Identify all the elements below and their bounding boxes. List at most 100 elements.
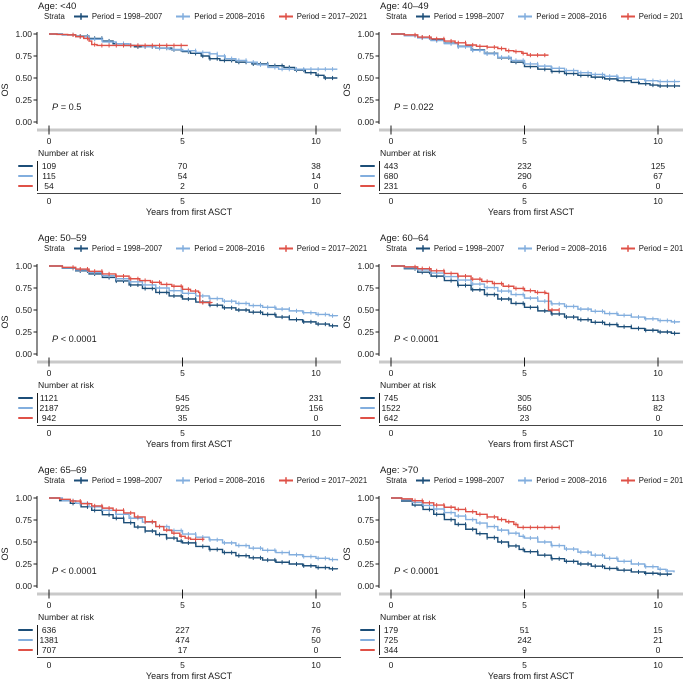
- legend-key-icon: [620, 245, 635, 252]
- risk-x-tick-label: 10: [311, 196, 321, 206]
- risk-row-key-icon: [18, 406, 33, 410]
- legend: Strata Period = 1998–2007 Period = 2008–…: [386, 476, 683, 485]
- risk-x-tick-label: 10: [653, 196, 663, 206]
- y-tick-label: 0.25: [15, 95, 32, 105]
- risk-row-key-icon: [360, 184, 375, 188]
- y-tick-label: 1.00: [15, 261, 32, 271]
- x-tick-label: 5: [522, 600, 527, 610]
- x-tick-label: 10: [311, 368, 321, 378]
- risk-axis-line: [379, 625, 380, 655]
- legend-item-label: Period = 1998–2007: [91, 244, 163, 253]
- panel-title: Age: 60–64: [380, 233, 429, 244]
- risk-table: 745 305 113 1522 560 82 642 23 0: [342, 393, 683, 423]
- legend-item: Period = 2017–2021: [278, 476, 367, 485]
- x-tick-label: 0: [389, 368, 394, 378]
- legend-item: Period = 2008–2016: [175, 12, 265, 21]
- legend-item: Period = 2017–2021: [620, 476, 683, 485]
- legend-key-icon: [176, 477, 191, 484]
- risk-table-title: Number at risk: [380, 612, 436, 622]
- risk-table: 636 227 76 1381 474 50 707 17 0: [0, 625, 341, 655]
- risk-count: 156: [308, 403, 324, 413]
- x-tick-label: 5: [180, 368, 185, 378]
- legend: Strata Period = 1998–2007 Period = 2008–…: [386, 244, 683, 253]
- legend-item: Period = 2008–2016: [175, 476, 265, 485]
- km-curve: [391, 265, 681, 335]
- legend: Strata Period = 1998–2007 Period = 2008–…: [44, 244, 380, 253]
- y-tick-label: 0.75: [357, 515, 374, 525]
- y-tick-label: 0.00: [357, 117, 374, 127]
- legend-item: Period = 2008–2016: [517, 476, 607, 485]
- legend-item-label: Period = 1998–2007: [91, 12, 163, 21]
- risk-row-key-icon: [360, 416, 375, 420]
- p-value: P < 0.0001: [52, 334, 97, 344]
- km-panel: Age: >70 Strata Period = 1998–2007 Perio…: [342, 464, 683, 694]
- risk-x-tick-label: 10: [653, 660, 663, 670]
- risk-x-ticks: 0 5 10: [342, 660, 683, 670]
- x-tick-label: 5: [522, 368, 527, 378]
- risk-count: 179: [383, 625, 399, 635]
- risk-count: 54: [44, 181, 54, 191]
- y-axis-title: OS: [0, 315, 10, 328]
- legend-key-icon: [415, 477, 430, 484]
- risk-baseline: [379, 193, 683, 194]
- legend-item: Period = 2017–2021: [620, 12, 683, 21]
- panel-title: Age: 50–59: [38, 233, 87, 244]
- legend-item-label: Period = 2008–2016: [536, 244, 607, 253]
- risk-count: 67: [653, 171, 663, 181]
- legend-item-label: Period = 2008–2016: [536, 12, 607, 21]
- x-tick-label: 10: [311, 600, 321, 610]
- legend-item: Period = 2008–2016: [517, 12, 607, 21]
- p-value: P < 0.0001: [394, 566, 439, 576]
- legend-item: Period = 1998–2007: [73, 12, 162, 21]
- x-tick-label: 5: [180, 600, 185, 610]
- risk-count: 942: [41, 413, 57, 423]
- risk-x-ticks: 0 5 10: [0, 428, 341, 438]
- km-curve: [391, 33, 549, 56]
- risk-row-key-icon: [360, 396, 375, 400]
- risk-count: 707: [41, 645, 57, 655]
- risk-count: 305: [517, 393, 532, 403]
- legend-item-label: Period = 1998–2007: [433, 244, 505, 253]
- legend-item: Period = 2017–2021: [620, 244, 683, 253]
- risk-count: 242: [517, 635, 532, 645]
- risk-x-tick-label: 0: [46, 196, 52, 206]
- risk-count: 23: [519, 413, 530, 423]
- risk-table: 1121 545 231 2187 925 156 942 35 0: [0, 393, 341, 423]
- risk-count: 38: [311, 161, 321, 171]
- km-plot: 1.00 0.75 0.50 0.25 0.00 OS 0 5 10 P < 0.0001: [0, 261, 341, 378]
- x-tick-label: 0: [389, 600, 394, 610]
- y-tick-label: 0.75: [357, 51, 374, 61]
- risk-x-tick-label: 5: [522, 196, 527, 206]
- risk-row-key-icon: [360, 406, 375, 410]
- x-tick-label: 0: [47, 600, 52, 610]
- x-tick-label: 10: [653, 368, 663, 378]
- risk-count: 227: [175, 625, 190, 635]
- legend: Strata Period = 1998–2007 Period = 2008–…: [44, 12, 380, 21]
- risk-axis-line: [37, 625, 38, 655]
- legend-item: Period = 2017–2021: [278, 244, 367, 253]
- risk-x-tick-label: 0: [46, 660, 52, 670]
- km-curve: [391, 497, 673, 575]
- legend-key-icon: [415, 13, 430, 20]
- risk-count: 560: [517, 403, 532, 413]
- legend-item: Period = 1998–2007: [415, 476, 504, 485]
- risk-count: 115: [42, 171, 56, 181]
- legend-key-icon: [176, 13, 191, 20]
- risk-count: 54: [177, 171, 188, 181]
- risk-count: 231: [308, 393, 324, 403]
- y-tick-label: 0.75: [15, 51, 32, 61]
- x-axis-title: Years from first ASCT: [145, 671, 233, 681]
- km-curve: [49, 265, 339, 327]
- risk-count: 1522: [381, 403, 401, 413]
- y-tick-label: 0.75: [357, 283, 374, 293]
- risk-table-title: Number at risk: [38, 148, 94, 158]
- p-value: P < 0.0001: [52, 566, 97, 576]
- x-axis-title: Years from first ASCT: [487, 439, 575, 449]
- risk-count: 231: [383, 181, 399, 191]
- risk-baseline: [379, 425, 683, 426]
- x-tick-label: 10: [653, 600, 663, 610]
- risk-row-key-icon: [18, 638, 33, 642]
- risk-count: 113: [651, 393, 665, 403]
- panel-title: Age: 65–69: [38, 465, 87, 476]
